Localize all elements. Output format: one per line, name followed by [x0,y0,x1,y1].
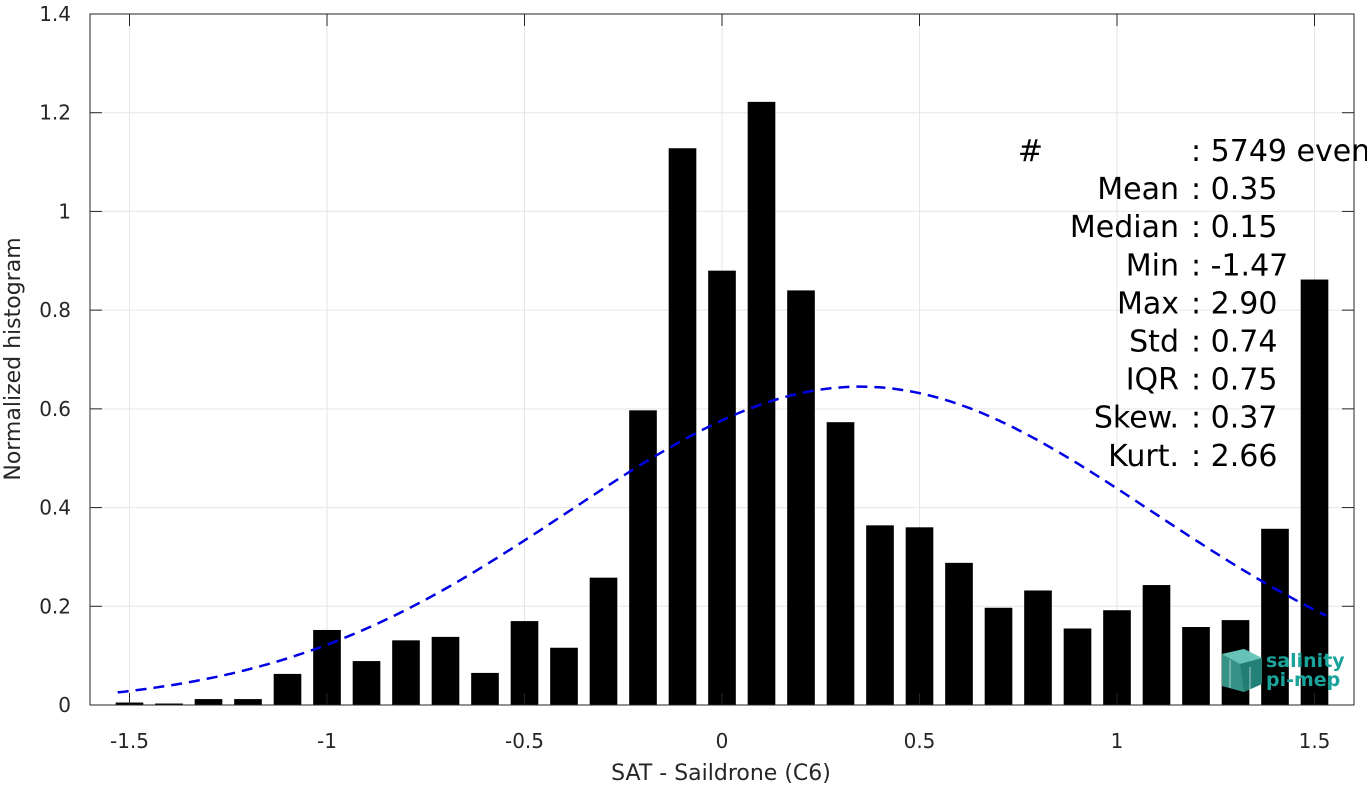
stat-label: Max [1117,286,1179,321]
histogram-bar [471,672,499,705]
logo-cube-icon [1222,649,1262,692]
histogram-bar [1261,528,1289,705]
x-tick-label: -0.5 [505,729,544,753]
histogram-bar [866,525,894,705]
y-tick-label: 1 [58,199,71,223]
stat-label: Kurt. [1108,439,1179,474]
statistics-annotation: # : 5749 events Mean : 0.35 Median : 0.15 Min:… [1018,134,1367,474]
stat-value: : 0.35 [1191,172,1277,207]
stat-value: : 5749 events [1191,134,1367,169]
axis-ticks [90,13,1354,706]
x-tick-labels: -1.5 -1 -0.5 0 0.5 1 1.5 [110,729,1330,753]
histogram-bar [352,661,381,705]
stat-label: # [1018,134,1043,169]
stat-value: : -1.47 [1191,248,1288,283]
salinity-pimep-logo: salinity pi-mep [1222,649,1345,692]
histogram-bar [629,410,657,705]
histogram-bar [589,577,618,705]
x-tick-label: -1.5 [110,729,149,753]
histogram-bar [787,290,815,705]
histogram-bar [945,562,973,705]
gaussian-fit-curve [117,385,1327,694]
histogram-bar [747,101,776,705]
y-tick-label: 0.8 [39,298,71,322]
y-tick-label: 0.4 [39,496,71,520]
histogram-bar [826,422,855,705]
histogram-bar [234,699,262,705]
stat-label: Min [1126,248,1179,283]
histogram-bar [392,640,420,705]
stat-value: : 0.75 [1191,363,1277,398]
y-tick-label: 0.2 [39,594,71,618]
x-tick-label: 0.5 [904,729,936,753]
histogram-bar [510,621,539,705]
logo-text-line1: salinity [1266,650,1345,672]
x-tick-label: -1 [317,729,337,753]
x-tick-label: 1 [1111,729,1124,753]
histogram-bar [431,636,460,705]
stat-label: Mean [1097,172,1179,207]
histogram-bar [1063,628,1092,705]
stat-value: : 2.90 [1191,286,1277,321]
y-tick-label: 0.6 [39,397,71,421]
y-tick-label: 1.4 [39,2,71,26]
histogram-bar [984,607,1013,705]
y-tick-label: 1.2 [39,101,71,125]
histogram-bar [1024,590,1052,705]
histogram-bar [155,703,183,705]
histogram-bar [1142,585,1171,705]
stat-value: : 0.37 [1191,401,1277,436]
stat-label: Median [1070,210,1179,245]
y-tick-labels: 0 0.2 0.4 0.6 0.8 1 1.2 1.4 [39,2,71,717]
histogram-bar [194,699,223,705]
x-tick-label: 0 [716,729,729,753]
histogram-bar [1182,627,1210,705]
stat-label: Skew. [1094,401,1179,436]
histogram-bar [668,148,697,705]
x-axis-title: SAT - Saildrone (C6) [611,761,831,785]
histogram-bar [708,270,736,705]
y-axis-title: Normalized histogram [1,237,26,480]
bar-series [115,101,1329,705]
stat-value: : 0.15 [1191,210,1277,245]
histogram-bar [273,673,302,705]
stat-value: : 0.74 [1191,325,1277,360]
stat-label: Std [1129,325,1179,360]
histogram-bar [1103,610,1131,705]
grid-lines [90,13,1354,706]
histogram-bar [550,647,578,705]
stat-label: IQR [1126,363,1179,398]
y-tick-label: 0 [58,693,71,717]
logo-text-line2: pi-mep [1266,669,1340,691]
histogram-bar [905,527,934,705]
x-tick-label: 1.5 [1299,729,1331,753]
histogram-bar [1300,279,1329,705]
stat-value: : 2.66 [1191,439,1277,474]
